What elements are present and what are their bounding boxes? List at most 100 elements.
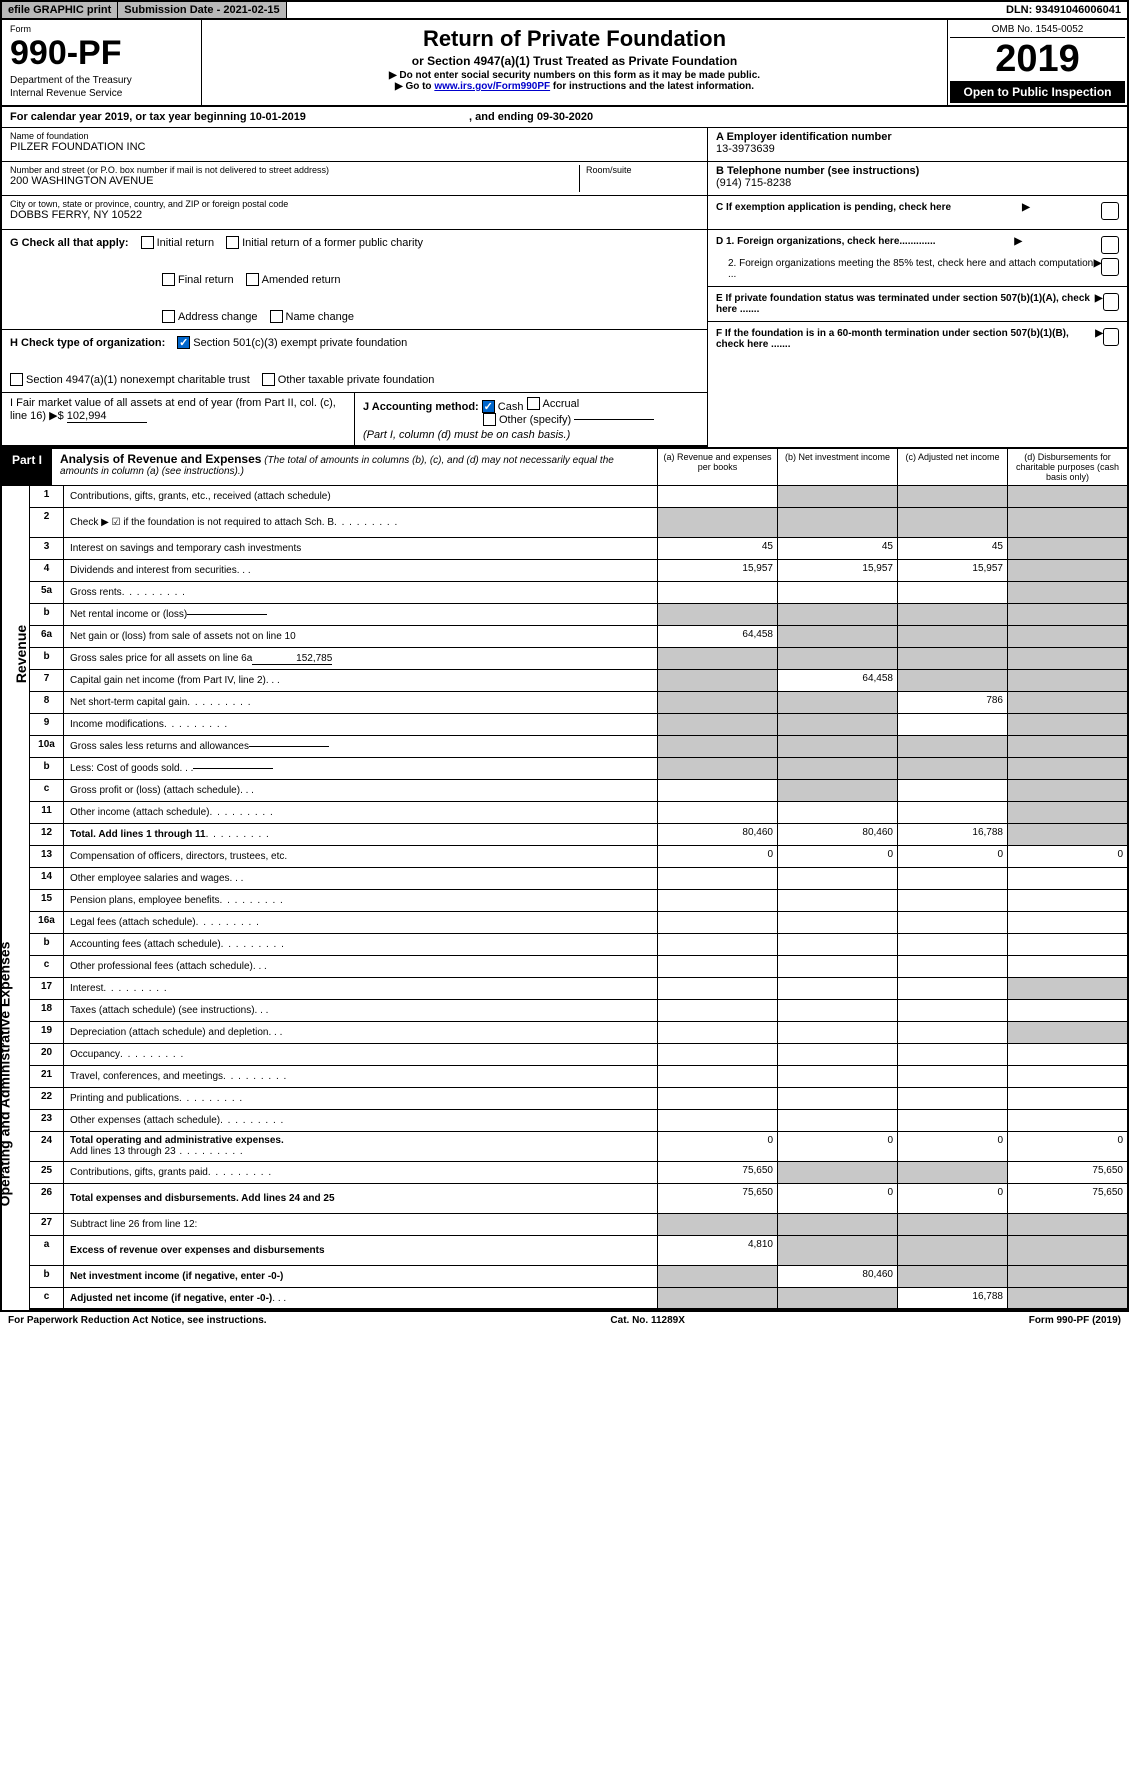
part-tag: Part I (2, 449, 52, 485)
row-27: Subtract line 26 from line 12: (64, 1214, 657, 1235)
form-subtitle: or Section 4947(a)(1) Trust Treated as P… (214, 54, 935, 68)
instr-1: ▶ Do not enter social security numbers o… (214, 70, 935, 81)
row-16c: Other professional fees (attach schedule… (64, 956, 657, 977)
row-26: Total expenses and disbursements. Add li… (64, 1184, 657, 1213)
submission-date: Submission Date - 2021-02-15 (118, 2, 286, 18)
row-12: Total. Add lines 1 through 11 (64, 824, 657, 845)
row-5a: Gross rents (64, 582, 657, 603)
row-10a: Gross sales less returns and allowances (64, 736, 657, 757)
chk-name-change[interactable]: Name change (270, 310, 355, 323)
row-6a: Net gain or (loss) from sale of assets n… (64, 626, 657, 647)
revenue-section: Revenue 1Contributions, gifts, grants, e… (2, 486, 1127, 846)
irs: Internal Revenue Service (10, 88, 193, 99)
footer-right: Form 990-PF (2019) (1029, 1315, 1121, 1326)
chk-f[interactable] (1103, 328, 1119, 346)
h-checks: H Check type of organization: ✓Section 5… (2, 330, 707, 393)
chk-other-taxable[interactable]: Other taxable private foundation (262, 373, 435, 386)
dln: DLN: 93491046006041 (1000, 2, 1127, 18)
revenue-rows: 1Contributions, gifts, grants, etc., rec… (30, 486, 1127, 846)
row-10c: Gross profit or (loss) (attach schedule) (64, 780, 657, 801)
row-23: Other expenses (attach schedule) (64, 1110, 657, 1131)
g-checks: G Check all that apply: Initial return I… (2, 230, 707, 330)
chk-initial[interactable]: Initial return (141, 236, 214, 249)
row-3: Interest on savings and temporary cash i… (64, 538, 657, 559)
row-5b: Net rental income or (loss) (64, 604, 657, 625)
irs-link[interactable]: www.irs.gov/Form990PF (434, 81, 550, 92)
chk-501c3[interactable]: ✓Section 501(c)(3) exempt private founda… (177, 336, 407, 349)
part-desc: Analysis of Revenue and Expenses (The to… (52, 449, 657, 485)
expenses-label: Operating and Administrative Expenses (2, 846, 30, 1310)
chk-accrual[interactable]: Accrual (527, 397, 580, 410)
col-b-hdr: (b) Net investment income (777, 449, 897, 485)
part1-header: Part I Analysis of Revenue and Expenses … (2, 449, 1127, 486)
row-25: Contributions, gifts, grants paid (64, 1162, 657, 1183)
info-right: A Employer identification number 13-3973… (707, 128, 1127, 447)
row-27b: Net investment income (if negative, ente… (64, 1266, 657, 1287)
footer-mid: Cat. No. 11289X (610, 1315, 684, 1326)
foundation-name: PILZER FOUNDATION INC (10, 141, 699, 153)
dept: Department of the Treasury (10, 75, 193, 86)
chk-initial-former[interactable]: Initial return of a former public charit… (226, 236, 423, 249)
row-22: Printing and publications (64, 1088, 657, 1109)
chk-4947[interactable]: Section 4947(a)(1) nonexempt charitable … (10, 373, 250, 386)
chk-d2[interactable] (1101, 258, 1119, 276)
info-grid: Name of foundation PILZER FOUNDATION INC… (2, 128, 1127, 449)
revenue-label: Revenue (2, 486, 30, 846)
footer-left: For Paperwork Reduction Act Notice, see … (8, 1315, 267, 1326)
phone-cell: B Telephone number (see instructions) (9… (708, 162, 1127, 196)
year-box: OMB No. 1545-0052 2019 Open to Public In… (947, 20, 1127, 105)
col-d-hdr: (d) Disbursements for charitable purpose… (1007, 449, 1127, 485)
address-cell: Number and street (or P.O. box number if… (2, 162, 707, 196)
e-cell: E If private foundation status was termi… (708, 287, 1127, 322)
omb: OMB No. 1545-0052 (950, 22, 1125, 38)
open-badge: Open to Public Inspection (950, 81, 1125, 103)
foundation-name-cell: Name of foundation PILZER FOUNDATION INC (2, 128, 707, 162)
row-13: Compensation of officers, directors, tru… (64, 846, 657, 867)
row-21: Travel, conferences, and meetings (64, 1066, 657, 1087)
top-bar: efile GRAPHIC print Submission Date - 20… (2, 2, 1127, 20)
col-a-hdr: (a) Revenue and expenses per books (657, 449, 777, 485)
chk-cash[interactable]: ✓Cash (482, 400, 524, 413)
row-14: Other employee salaries and wages (64, 868, 657, 889)
row-9: Income modifications (64, 714, 657, 735)
chk-other-method[interactable]: Other (specify) (483, 413, 654, 426)
form-number: 990-PF (10, 34, 193, 73)
row-6b: Gross sales price for all assets on line… (64, 648, 657, 669)
tax-year: 2019 (950, 38, 1125, 81)
city-state-zip: DOBBS FERRY, NY 10522 (10, 209, 699, 221)
row-19: Depreciation (attach schedule) and deple… (64, 1022, 657, 1043)
row-16b: Accounting fees (attach schedule) (64, 934, 657, 955)
chk-c[interactable] (1101, 202, 1119, 220)
row-24: Total operating and administrative expen… (64, 1132, 657, 1161)
info-left: Name of foundation PILZER FOUNDATION INC… (2, 128, 707, 447)
calendar-year: For calendar year 2019, or tax year begi… (2, 107, 1127, 128)
i-box: I Fair market value of all assets at end… (2, 393, 355, 445)
j-box: J Accounting method: ✓Cash Accrual Other… (355, 393, 707, 445)
row-11: Other income (attach schedule) (64, 802, 657, 823)
row-27c: Adjusted net income (if negative, enter … (64, 1288, 657, 1308)
ein: 13-3973639 (716, 143, 775, 155)
row-15: Pension plans, employee benefits (64, 890, 657, 911)
row-2: Check ▶ ☑ if the foundation is not requi… (64, 508, 657, 537)
header: Form 990-PF Department of the Treasury I… (2, 20, 1127, 107)
chk-d1[interactable] (1101, 236, 1119, 254)
form-page: efile GRAPHIC print Submission Date - 20… (0, 0, 1129, 1312)
row-18: Taxes (attach schedule) (see instruction… (64, 1000, 657, 1021)
row-1: Contributions, gifts, grants, etc., rece… (64, 486, 657, 507)
chk-final[interactable]: Final return (162, 273, 234, 286)
city-cell: City or town, state or province, country… (2, 196, 707, 230)
efile-label: efile GRAPHIC print (2, 2, 118, 18)
expense-rows: 13Compensation of officers, directors, t… (30, 846, 1127, 1310)
col-headers: (a) Revenue and expenses per books (b) N… (657, 449, 1127, 485)
instr-2: ▶ Go to www.irs.gov/Form990PF for instru… (214, 81, 935, 92)
row-17: Interest (64, 978, 657, 999)
chk-addr-change[interactable]: Address change (162, 310, 258, 323)
chk-e[interactable] (1103, 293, 1119, 311)
row-4: Dividends and interest from securities (64, 560, 657, 581)
form-title: Return of Private Foundation (214, 26, 935, 52)
row-16a: Legal fees (attach schedule) (64, 912, 657, 933)
street-address: 200 WASHINGTON AVENUE (10, 175, 579, 187)
c-cell: C If exemption application is pending, c… (708, 196, 1127, 230)
phone: (914) 715-8238 (716, 177, 791, 189)
chk-amended[interactable]: Amended return (246, 273, 341, 286)
